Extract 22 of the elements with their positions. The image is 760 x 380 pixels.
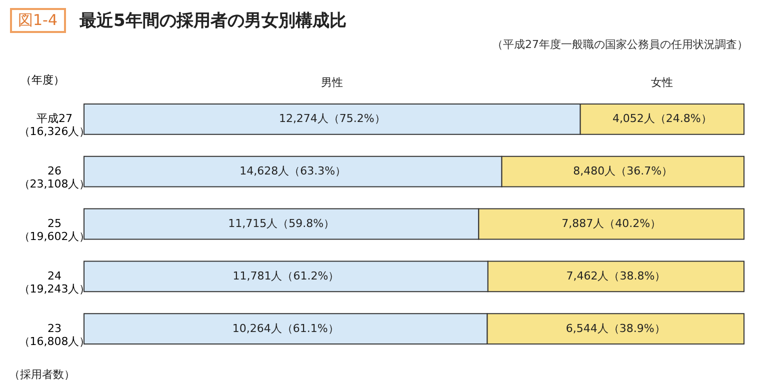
chart-subtitle: （平成27年度一般職の国家公務員の任用状況調査） [491,37,749,52]
y-tick-label: 24 （19,243人） [18,269,90,296]
text: （採用者数） [9,368,75,380]
data-label: 10,264人（61.1%） [232,322,339,335]
chart-title: 最近5年間の採用者の男女別構成比 [80,10,346,32]
data-label: 4,052人（24.8%） [612,112,712,126]
data-label: 11,715人（59.8%） [228,217,335,230]
y-axis-title: （年度） [20,74,64,86]
y-tick-label: 平成27 （16,326人） [18,112,90,138]
data-label: 11,781人（61.2%） [232,269,340,282]
series-label: 女性 [651,76,674,89]
data-label: 8,480人（36.7%） [573,164,673,178]
data-label: 7,462人（38.8%） [566,269,666,282]
y-tick-label: 23 （16,808人） [18,322,90,348]
y-tick-label: 26 （23,108人） [18,164,90,191]
y-tick-label: 25 （19,602人） [18,217,90,243]
data-label: 12,274人（75.2%） [278,112,386,126]
data-label: 6,544人（38.9%） [566,322,666,335]
data-label: 7,887人（40.2%） [562,217,662,230]
series-label: 男性 [321,76,344,89]
caption: 図1-4 [10,8,66,33]
data-label: 14,628人（63.3%） [240,164,346,178]
